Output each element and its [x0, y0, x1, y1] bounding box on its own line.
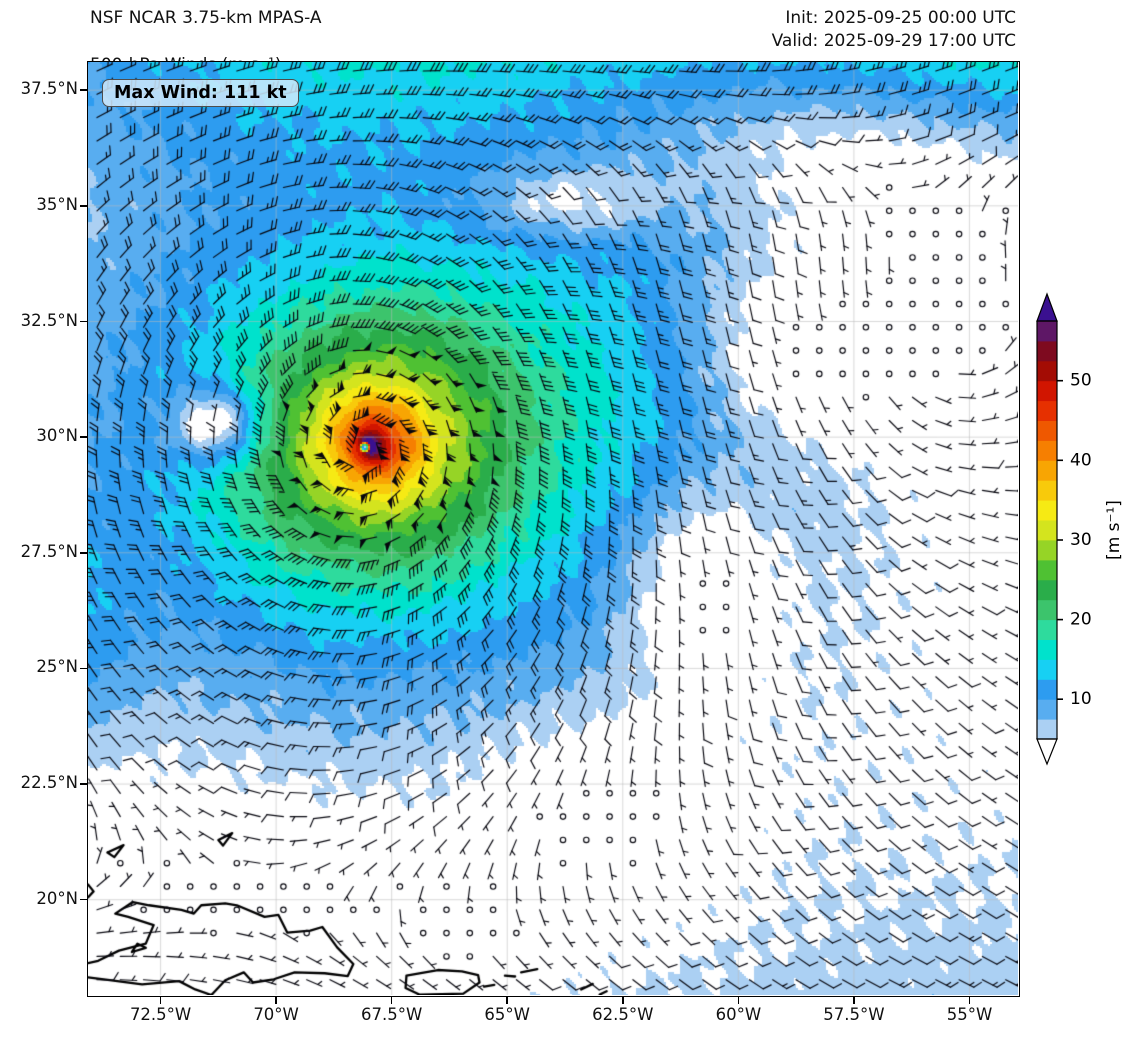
x-axis-tick — [506, 996, 508, 1004]
x-axis-tick — [737, 996, 740, 1004]
y-axis-tick — [79, 320, 87, 323]
map-plot-area — [86, 60, 1020, 997]
x-tick-label: 67.5°W — [361, 1005, 423, 1024]
x-tick-label: 70°W — [253, 1005, 299, 1024]
x-tick-label: 62.5°W — [592, 1005, 654, 1024]
y-tick-label: 20°N — [36, 888, 78, 908]
valid-time: Valid: 2025-09-29 17:00 UTC — [771, 31, 1016, 52]
svg-text:20: 20 — [1070, 610, 1092, 630]
x-axis-tick — [622, 996, 624, 1004]
init-time: Init: 2025-09-25 00:00 UTC — [785, 8, 1016, 28]
svg-text:40: 40 — [1070, 450, 1092, 470]
x-tick-label: 65°W — [484, 1005, 530, 1024]
x-tick-label: 72.5°W — [129, 1005, 192, 1024]
y-tick-label: 30°N — [36, 426, 78, 446]
run-info: Init: 2025-09-25 00:00 UTC Valid: 2025-0… — [500, 7, 1016, 54]
x-axis-tick — [853, 996, 855, 1004]
y-axis-tick — [79, 205, 87, 207]
svg-text:50: 50 — [1070, 371, 1092, 391]
y-axis-tick — [79, 89, 87, 91]
y-axis-tick — [79, 552, 87, 554]
x-tick-label: 60°W — [715, 1005, 762, 1024]
svg-text:30: 30 — [1070, 530, 1092, 550]
y-tick-label: 25°N — [36, 657, 78, 677]
wind-map-canvas — [87, 61, 1018, 995]
x-axis-tick — [275, 996, 277, 1004]
y-tick-label: 37.5°N — [20, 79, 78, 99]
x-tick-label: 57.5°W — [823, 1005, 885, 1024]
y-tick-label: 27.5°N — [20, 541, 78, 561]
y-axis-tick — [79, 436, 87, 438]
y-tick-label: 22.5°N — [20, 773, 78, 793]
chart-title-line1: NSF NCAR 3.75-km MPAS-A — [90, 8, 322, 28]
svg-text:[m s⁻¹]: [m s⁻¹] — [1104, 500, 1124, 560]
x-axis-tick — [968, 996, 971, 1004]
y-tick-label: 32.5°N — [20, 310, 78, 330]
y-axis-tick — [79, 898, 87, 901]
y-tick-label: 35°N — [36, 194, 78, 214]
y-axis-tick — [79, 783, 87, 785]
x-tick-label: 55°W — [946, 1005, 993, 1024]
y-axis-tick — [79, 667, 87, 670]
x-axis-tick — [390, 996, 393, 1004]
colorbar: 10 20 30 40 50 [m s⁻¹] — [1022, 288, 1137, 782]
svg-text:10: 10 — [1070, 689, 1092, 709]
x-axis-tick — [159, 996, 162, 1004]
max-wind-badge: Max Wind: 111 kt — [102, 79, 299, 107]
